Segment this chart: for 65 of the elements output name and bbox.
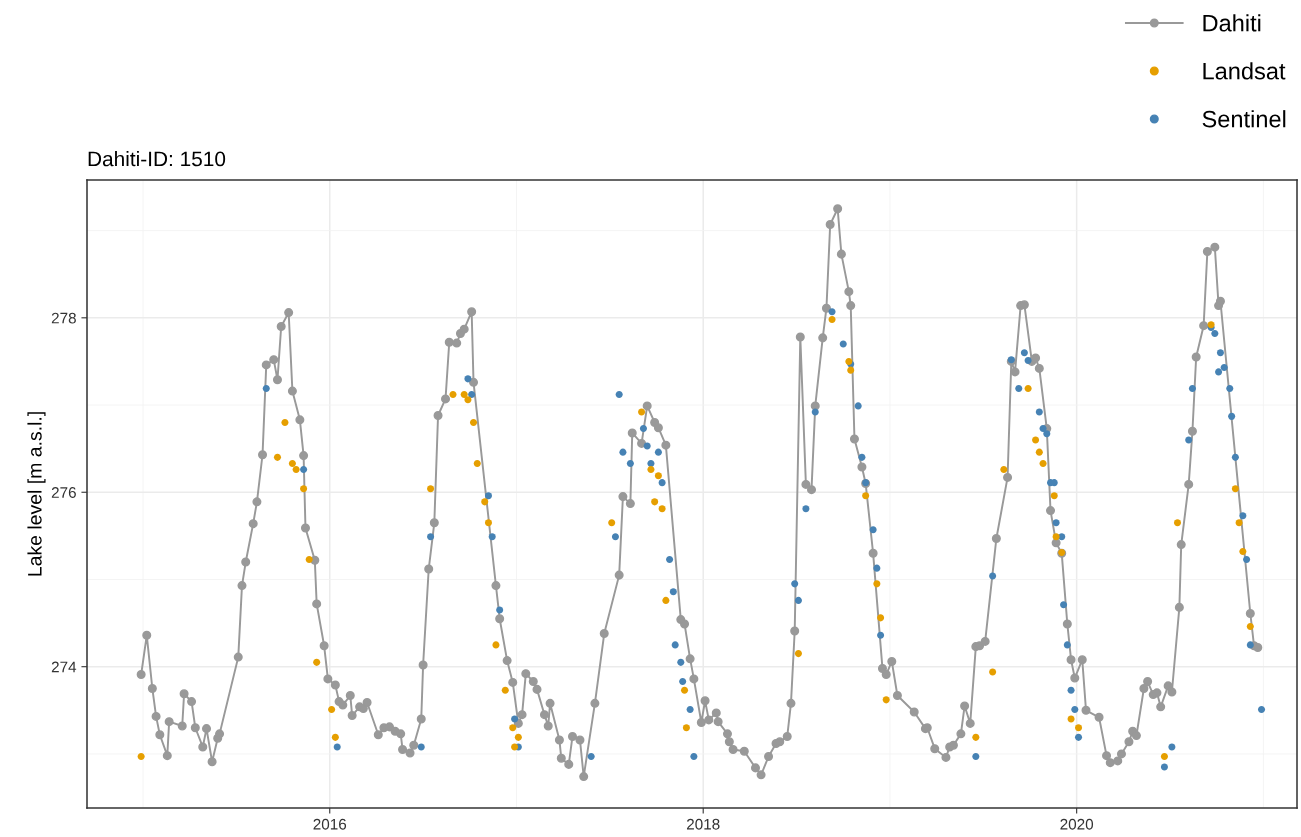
point [481, 498, 489, 506]
x-tick-label: 2018 [686, 818, 720, 830]
point [608, 519, 616, 527]
point [292, 466, 300, 474]
point [1235, 519, 1243, 527]
point [989, 668, 997, 676]
point [469, 418, 478, 427]
point [427, 485, 435, 493]
point [328, 705, 336, 713]
y-tick-label: 276 [51, 487, 76, 498]
point [658, 505, 666, 513]
legend-label: Landsat [1203, 62, 1286, 80]
point [1052, 533, 1060, 541]
point [877, 614, 885, 622]
point [1239, 548, 1247, 556]
legend-label: Sentinel [1202, 110, 1286, 128]
point [862, 492, 870, 500]
point [1160, 753, 1168, 761]
point [464, 396, 472, 404]
point [662, 596, 670, 604]
point [1039, 459, 1047, 468]
point [1035, 448, 1043, 456]
point [873, 580, 881, 588]
point [331, 733, 339, 741]
point [449, 391, 457, 399]
chart-title: Dahiti-ID: 1510 [88, 151, 226, 167]
point [1173, 519, 1182, 527]
point [509, 724, 517, 732]
point [300, 485, 308, 493]
point [1000, 466, 1008, 474]
point [514, 733, 522, 741]
y-axis-title: Lake level [m a.s.l.] [27, 412, 46, 576]
point [654, 472, 662, 480]
y-tick-label: 274 [51, 661, 77, 673]
point [882, 696, 890, 704]
point [281, 418, 289, 427]
point [484, 519, 493, 527]
point [847, 366, 855, 374]
point [288, 459, 296, 468]
point [273, 453, 281, 461]
point [1246, 623, 1254, 631]
point [1231, 485, 1239, 493]
point [828, 316, 836, 324]
point [972, 733, 980, 741]
point [492, 641, 500, 649]
point [1074, 724, 1083, 732]
point [638, 408, 646, 416]
x-tick-label: 2016 [313, 818, 347, 830]
point [460, 391, 468, 399]
point [680, 686, 689, 694]
point [1032, 436, 1040, 444]
point [305, 555, 313, 563]
point [682, 724, 690, 732]
point [473, 459, 481, 468]
point [501, 686, 509, 694]
point [1024, 384, 1032, 392]
point [313, 658, 321, 666]
point [647, 466, 655, 474]
point [651, 498, 659, 506]
point [794, 650, 802, 658]
y-tick-label: 278 [51, 312, 76, 324]
point [137, 753, 145, 761]
point [1050, 492, 1058, 500]
legend-label: Dahiti [1203, 14, 1261, 32]
x-tick-label: 2020 [1060, 818, 1094, 830]
